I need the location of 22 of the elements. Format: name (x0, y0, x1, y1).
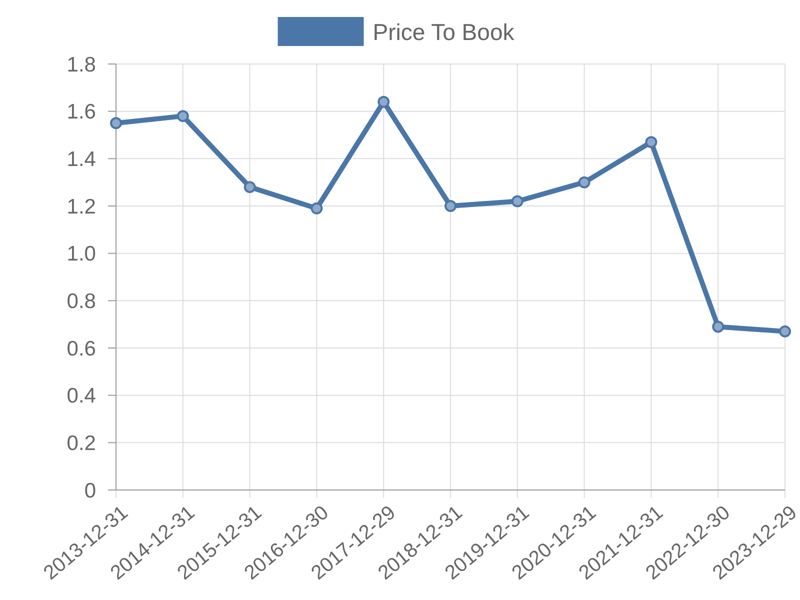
point (444, 200, 456, 212)
y-tick-label: 0.4 (66, 384, 96, 408)
point (378, 96, 390, 108)
y-tick-label: 1.2 (66, 195, 96, 218)
y-tick-label: 1.8 (66, 53, 96, 76)
point (110, 117, 122, 130)
point (712, 320, 724, 333)
point (244, 181, 256, 194)
point (511, 195, 524, 208)
point (645, 136, 658, 148)
point (578, 176, 590, 188)
point (176, 110, 189, 122)
y-tick-label: 1.0 (66, 242, 96, 266)
y-tick-label: 1.4 (66, 148, 96, 172)
y-tick-label: 0.8 (66, 290, 96, 314)
legend-label: Price To Book (372, 19, 515, 45)
point (310, 202, 323, 214)
point (779, 325, 791, 338)
y-tick-label: 0 (84, 479, 96, 502)
y-tick-label: 1.6 (66, 100, 96, 124)
y-tick-label: 0.2 (66, 432, 96, 456)
y-tick-label: 0.6 (66, 337, 96, 360)
